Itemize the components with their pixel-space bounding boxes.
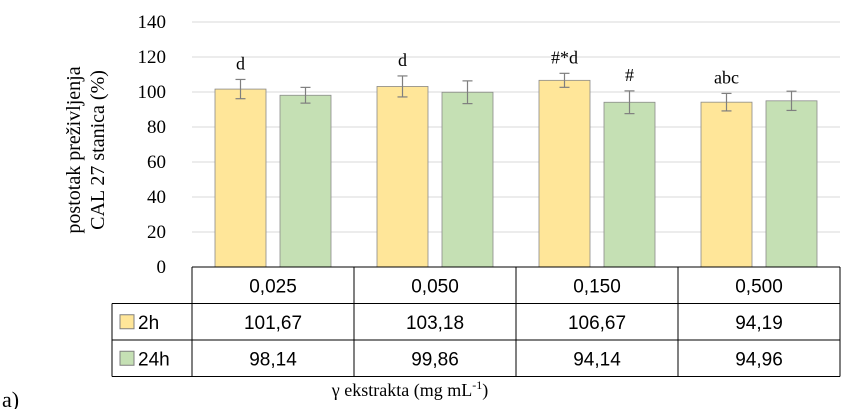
significance-label: #*d <box>551 47 578 67</box>
y-axis: 0 20 40 60 80 100 120 140 <box>138 12 167 278</box>
y-tick-label: 100 <box>138 82 167 103</box>
legend-swatch-24h <box>120 351 134 365</box>
bar-2h-1 <box>377 86 428 267</box>
x-axis-label-superscript: -1 <box>472 378 482 392</box>
y-tick-label: 60 <box>147 152 166 173</box>
bars: d d #*d # abc <box>192 47 840 267</box>
y-tick-label: 120 <box>138 47 167 68</box>
bar-24h-3 <box>766 101 817 267</box>
data-label: 99,86 <box>411 349 459 370</box>
significance-label: d <box>398 50 407 70</box>
bar-24h-2 <box>604 102 655 267</box>
x-tick-label: 0,050 <box>411 276 459 297</box>
x-axis-label-main: γ ekstrakta (mg mL <box>331 380 472 401</box>
y-axis-label-line2: CAL 27 stanica (%) <box>87 70 109 230</box>
data-label: 94,14 <box>573 349 621 370</box>
data-label: 94,96 <box>735 349 783 370</box>
x-tick-label: 0,150 <box>573 276 621 297</box>
bar-2h-2 <box>539 80 590 267</box>
bar-2h-3 <box>701 102 752 267</box>
data-label: 94,19 <box>735 313 783 334</box>
y-tick-label: 40 <box>147 187 166 208</box>
x-axis-label: γ ekstrakta (mg mL-1) <box>331 378 488 401</box>
x-tick-label: 0,025 <box>249 276 297 297</box>
legend-label: 24h <box>138 349 170 370</box>
data-label: 103,18 <box>406 313 464 334</box>
data-label: 101,67 <box>244 313 302 334</box>
y-axis-label-line1: postotak preživljenja <box>63 66 85 233</box>
bar-2h-0 <box>215 89 266 267</box>
x-axis-label-close: ) <box>482 380 488 401</box>
y-tick-label: 20 <box>147 222 166 243</box>
significance-label: # <box>625 65 634 85</box>
legend-label: 2h <box>138 313 159 334</box>
y-tick-label: 0 <box>157 257 167 278</box>
data-label: 106,67 <box>568 313 626 334</box>
x-tick-label: 0,500 <box>735 276 783 297</box>
panel-label: a) <box>2 387 19 409</box>
data-table: 0,025 0,050 0,150 0,500 2h 101,67 103,18 106,67… <box>112 267 840 377</box>
significance-label: abc <box>714 67 739 87</box>
data-label: 98,14 <box>249 349 297 370</box>
legend-swatch-2h <box>120 315 134 329</box>
bar-24h-0 <box>280 95 331 267</box>
y-tick-label: 140 <box>138 12 167 33</box>
y-tick-label: 80 <box>147 117 166 138</box>
significance-label: d <box>236 53 245 73</box>
bar-24h-1 <box>442 92 493 267</box>
